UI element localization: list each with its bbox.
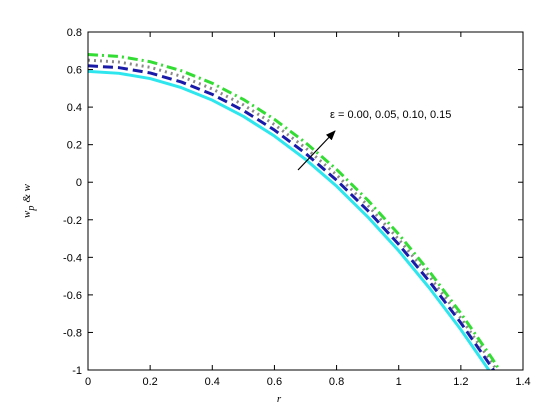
x-tick-label: 0 xyxy=(85,376,91,388)
x-tick-label: 1.2 xyxy=(453,376,468,388)
y-axis-label-rest: & w xyxy=(21,183,33,202)
y-axis-label-main: w xyxy=(21,210,33,218)
y-axis-label: wp & w xyxy=(21,183,37,218)
y-tick-label: 0 xyxy=(76,177,82,189)
y-tick-label: -1 xyxy=(72,365,82,377)
x-axis-label: r xyxy=(277,393,282,405)
y-tick-label: 0.8 xyxy=(67,27,82,39)
plot-area xyxy=(88,53,502,370)
x-tick-label: 1 xyxy=(396,376,402,388)
series-line xyxy=(88,64,496,370)
y-tick-label: -0.8 xyxy=(63,327,82,339)
x-tick-label: 0.8 xyxy=(329,376,344,388)
axes-box xyxy=(87,31,524,371)
y-tick-label: -0.4 xyxy=(63,252,82,264)
y-tick-label: 0.6 xyxy=(67,65,82,77)
annotation: ε = 0.00, 0.05, 0.10, 0.15 xyxy=(330,109,451,121)
x-tick-label: 0.6 xyxy=(267,376,282,388)
x-tick-label: 0.4 xyxy=(205,376,220,388)
x-tick-label: 0.2 xyxy=(142,376,157,388)
y-tick-label: 0.2 xyxy=(67,140,82,152)
y-tick-label: -0.2 xyxy=(63,215,82,227)
y-axis-label-sub: p xyxy=(26,206,37,212)
series-line xyxy=(88,58,499,370)
series-line xyxy=(88,69,491,370)
annotation-arrow xyxy=(297,130,336,171)
y-tick-label: -0.6 xyxy=(63,290,82,302)
x-tick-label: 1.4 xyxy=(515,376,530,388)
y-tick-label: 0.4 xyxy=(67,102,82,114)
